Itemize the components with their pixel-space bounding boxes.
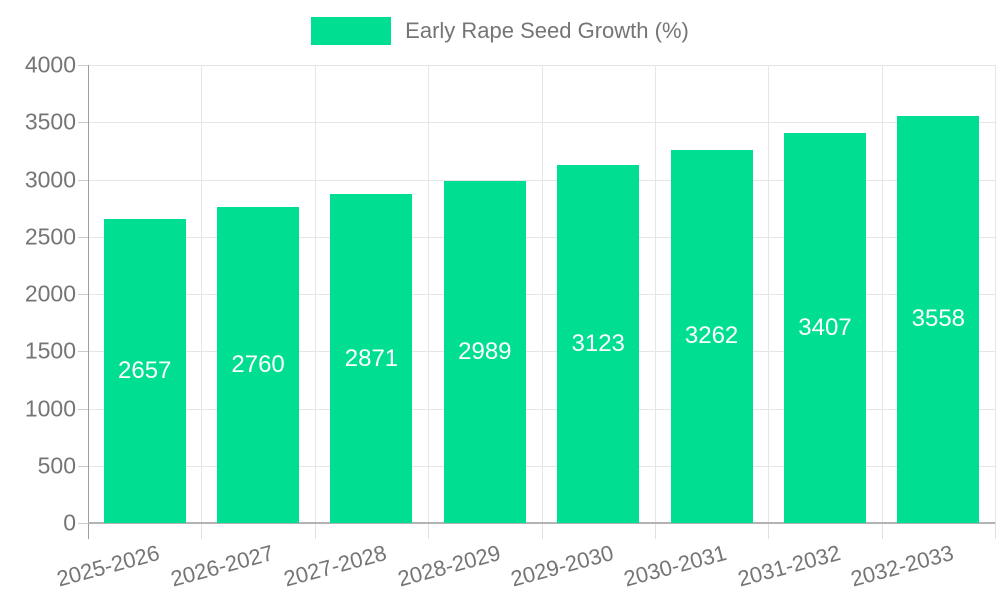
- x-axis-tick: [654, 523, 656, 539]
- y-axis-tick-label: 1500: [24, 337, 76, 364]
- y-axis-tick: [78, 179, 88, 181]
- bar[interactable]: [103, 218, 186, 523]
- x-axis-tick: [428, 523, 430, 539]
- x-axis-tick-label: 2028-2029: [394, 540, 503, 592]
- gridline: [995, 65, 996, 523]
- y-axis-tick-label: 3000: [24, 166, 76, 192]
- y-axis-tick: [78, 523, 88, 524]
- bar-value-label: 3558: [911, 305, 966, 333]
- y-axis-tick-label: 0: [63, 509, 76, 536]
- gridline: [654, 65, 656, 523]
- x-axis-tick: [995, 523, 996, 539]
- x-axis-tick: [881, 523, 883, 539]
- y-axis-tick-label: 3500: [24, 108, 76, 135]
- gridline: [881, 65, 883, 523]
- bar[interactable]: [443, 180, 526, 523]
- y-axis-tick-label: 2500: [24, 223, 76, 250]
- y-axis-tick: [78, 465, 88, 467]
- bar[interactable]: [897, 115, 980, 523]
- x-axis-tick: [201, 523, 203, 539]
- bar-value-label: 2657: [117, 356, 172, 384]
- x-axis-tick-label: 2026-2027: [167, 540, 277, 592]
- x-axis-tick-label: 2031-2032: [734, 540, 843, 592]
- x-axis-tick-label: 2030-2031: [621, 540, 730, 592]
- bar-value-label: 2760: [231, 350, 285, 378]
- legend-label: Early Rape Seed Growth (%): [405, 18, 689, 43]
- x-axis-tick-label: 2027-2028: [281, 540, 390, 592]
- y-axis-tick: [78, 408, 88, 410]
- y-axis-tick: [78, 294, 88, 295]
- bar[interactable]: [783, 132, 866, 523]
- gridline: [428, 65, 430, 523]
- x-axis-tick: [768, 523, 770, 539]
- bar-value-label: 3262: [684, 322, 739, 350]
- y-axis-tick-label: 2000: [24, 280, 76, 307]
- x-axis-line: [88, 522, 995, 524]
- x-axis-tick: [314, 523, 316, 539]
- y-axis-tick: [78, 122, 88, 124]
- gridline: [314, 65, 316, 523]
- bar[interactable]: [217, 206, 300, 523]
- bar-value-label: 3123: [571, 330, 625, 358]
- chart-legend: Early Rape Seed Growth (%): [0, 14, 1000, 48]
- gridline: [201, 65, 203, 523]
- y-axis-tick: [78, 351, 88, 353]
- x-axis-tick-label: 2025-2026: [54, 540, 163, 592]
- y-axis-tick-label: 500: [37, 452, 76, 479]
- y-axis-tick: [78, 65, 88, 66]
- x-axis-tick: [541, 523, 543, 539]
- gridline: [768, 65, 770, 523]
- bar-value-label: 3407: [798, 313, 852, 341]
- bar-value-label: 2871: [344, 344, 399, 372]
- x-axis-tick-label: 2029-2030: [508, 540, 617, 592]
- x-axis-tick-label: 2032-2033: [848, 540, 957, 592]
- y-axis-tick-label: 4000: [24, 51, 76, 78]
- bar[interactable]: [557, 165, 640, 523]
- y-axis-tick-label: 1000: [24, 395, 76, 421]
- gridline: [541, 65, 543, 523]
- legend-swatch: [311, 17, 392, 45]
- y-axis-tick: [78, 236, 88, 238]
- bar-value-label: 2989: [458, 337, 512, 365]
- bar[interactable]: [330, 194, 413, 523]
- bar[interactable]: [670, 149, 753, 523]
- y-axis-line: [88, 65, 89, 539]
